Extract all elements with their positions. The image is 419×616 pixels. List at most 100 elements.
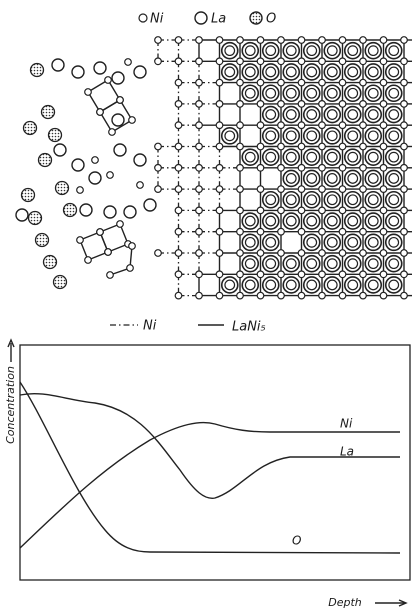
la-atom — [304, 128, 320, 144]
ni-atom — [401, 228, 408, 235]
la-atom — [386, 234, 402, 250]
ni-atom-free — [85, 89, 92, 96]
ni-atom-free — [129, 117, 136, 124]
ni-atom — [257, 122, 264, 129]
la-atom-free — [54, 144, 66, 156]
la-atom — [386, 85, 402, 101]
la-atom-free — [112, 72, 124, 84]
ni-atom-free — [97, 109, 104, 116]
la-atom — [386, 64, 402, 80]
y-axis-label: Concentration — [4, 366, 17, 444]
la-atom — [263, 234, 279, 250]
ni-atom — [380, 101, 387, 108]
la-atom — [365, 64, 381, 80]
legend-o: O — [266, 12, 276, 27]
ni-atom — [401, 143, 408, 150]
ni-cluster — [100, 224, 128, 252]
ni-atom — [319, 292, 326, 299]
plot-frame — [20, 345, 410, 580]
la-atom-free — [16, 209, 28, 221]
la-atom-free — [114, 144, 126, 156]
ni-atom — [319, 79, 326, 86]
ni-atom — [257, 228, 264, 235]
la-atom — [365, 43, 381, 59]
ni-atom-free — [77, 237, 84, 244]
la-atom — [324, 128, 340, 144]
ni-atom — [216, 143, 223, 150]
la-atom — [345, 107, 361, 123]
ni-atom — [155, 250, 162, 257]
la-atom — [304, 64, 320, 80]
ni-atom — [257, 207, 264, 214]
la-atom — [263, 277, 279, 293]
la-atom — [222, 64, 238, 80]
legend-ni: Ni — [150, 12, 164, 27]
ni-atom — [360, 165, 367, 172]
la-atom — [242, 213, 258, 229]
la-atom — [263, 128, 279, 144]
ni-atom — [298, 186, 305, 193]
la-atom — [283, 64, 299, 80]
la-atom — [324, 170, 340, 186]
ni-atom — [196, 228, 203, 235]
la-atom — [263, 256, 279, 272]
la-atom — [345, 128, 361, 144]
ni-atom — [278, 58, 285, 65]
legend-o-symbol — [250, 12, 262, 24]
ni-atom — [319, 207, 326, 214]
ni-atom-free — [92, 157, 99, 164]
o-atom — [44, 256, 57, 269]
la-atom — [283, 107, 299, 123]
la-atom — [263, 149, 279, 165]
ni-atom — [257, 165, 264, 172]
ni-atom — [237, 207, 244, 214]
la-atom-free — [89, 172, 101, 184]
ni-atom — [380, 250, 387, 257]
ni-curve — [20, 423, 400, 548]
la-atom — [222, 43, 238, 59]
ni-atom — [339, 165, 346, 172]
la-atom-free — [104, 206, 116, 218]
ni-atom — [298, 58, 305, 65]
la-atom — [386, 128, 402, 144]
la-atom — [242, 43, 258, 59]
la-atom-free — [124, 206, 136, 218]
ni-atom — [257, 37, 264, 44]
ni-atom — [339, 250, 346, 257]
ni-atom — [196, 122, 203, 129]
ni-atom — [257, 292, 264, 299]
la-atom — [324, 192, 340, 208]
ni-atom — [216, 165, 223, 172]
ni-atom — [401, 292, 408, 299]
la-atom-free — [80, 204, 92, 216]
la-atom-free — [134, 66, 146, 78]
ni-atom — [319, 271, 326, 278]
ni-atom — [278, 207, 285, 214]
la-atom — [324, 85, 340, 101]
ni-atom — [257, 143, 264, 150]
o-atom — [56, 182, 69, 195]
la-atom — [242, 277, 258, 293]
la-atom-free — [134, 154, 146, 166]
ni-atom — [196, 250, 203, 257]
ni-atom — [155, 186, 162, 193]
legend-ni-phase: Ni — [143, 319, 157, 334]
la-atom — [386, 43, 402, 59]
la-atom — [222, 277, 238, 293]
ni-atom — [380, 292, 387, 299]
ni-atom — [319, 165, 326, 172]
ni-atom-free — [117, 97, 124, 104]
ni-atom — [298, 228, 305, 235]
la-atom — [365, 107, 381, 123]
ni-atom — [298, 165, 305, 172]
la-atom — [242, 256, 258, 272]
ni-atom — [401, 165, 408, 172]
ni-atom — [339, 37, 346, 44]
la-atom — [283, 85, 299, 101]
graph: Concentration Depth Ni La O — [4, 340, 410, 609]
ni-atom — [339, 271, 346, 278]
ni-atom — [237, 250, 244, 257]
la-atom — [304, 170, 320, 186]
o-curve-label: O — [292, 534, 301, 548]
ni-atom — [360, 37, 367, 44]
